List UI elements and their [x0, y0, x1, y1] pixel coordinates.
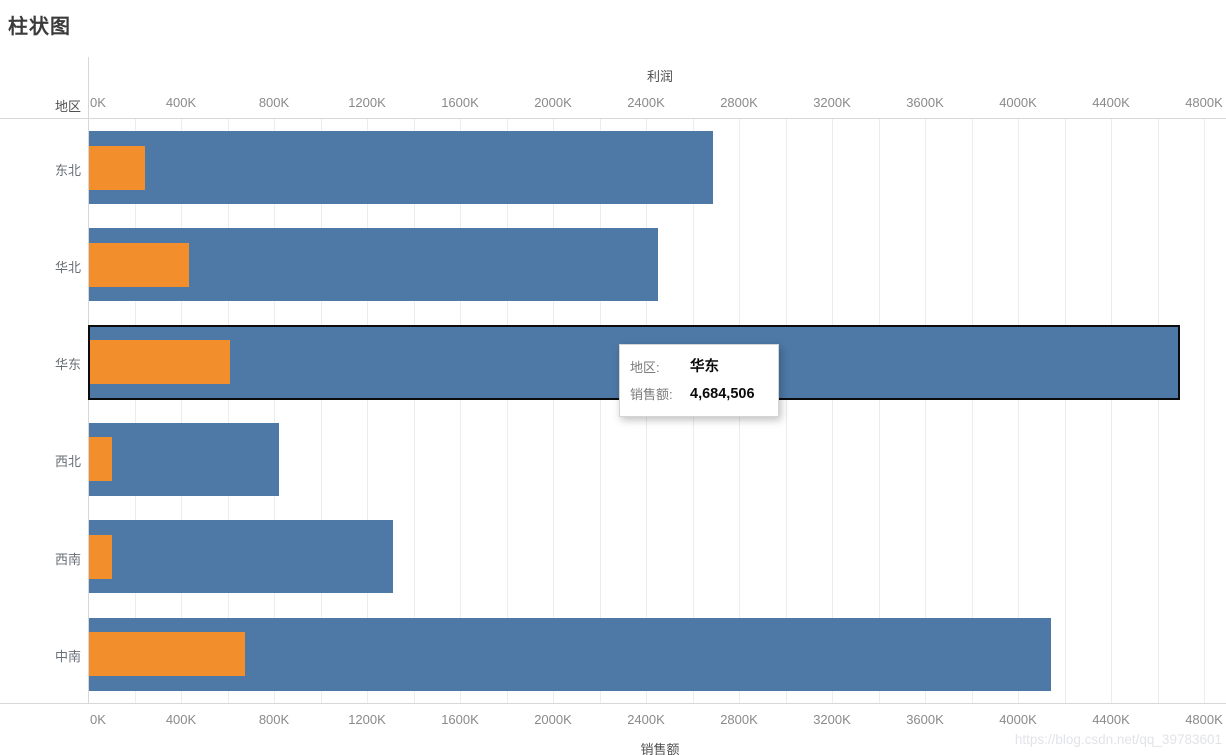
- gridline: [878, 118, 880, 703]
- category-label-西北[interactable]: 西北: [54, 454, 81, 470]
- axis-tick-label: 1600K: [441, 95, 479, 110]
- top-axis-line: [0, 118, 1226, 119]
- axis-tick-label: 1600K: [441, 712, 479, 727]
- axis-tick-label: 2800K: [720, 712, 758, 727]
- row-header-label[interactable]: 地区: [54, 99, 81, 114]
- axis-tick-label: 3600K: [906, 95, 944, 110]
- axis-tick-label: 3600K: [906, 712, 944, 727]
- axis-tick-label: 2800K: [720, 95, 758, 110]
- gridline: [971, 118, 973, 703]
- bottom-axis-line: [0, 703, 1226, 704]
- gridline: [134, 118, 136, 703]
- axis-tick-label: 4800K: [1185, 712, 1223, 727]
- tooltip: 地区: 华东 销售额: 4,684,506: [619, 344, 779, 417]
- gridline: [1018, 118, 1019, 703]
- axis-tick-label: 4800K: [1185, 95, 1223, 110]
- axis-tick-label: 400K: [165, 95, 197, 110]
- axis-tick-label: 0K: [90, 712, 106, 727]
- gridline: [227, 118, 229, 703]
- tooltip-row-region: 地区: 华东: [630, 354, 766, 381]
- gridline: [367, 118, 368, 703]
- tooltip-value-region: 华东: [690, 359, 719, 375]
- axis-tick-label: 800K: [258, 95, 290, 110]
- gridline: [785, 118, 787, 703]
- gridline: [506, 118, 508, 703]
- axis-tick-label: 800K: [258, 712, 290, 727]
- tooltip-row-sales: 销售额: 4,684,506: [630, 381, 766, 408]
- axis-tick-label: 0K: [90, 95, 106, 110]
- gridline: [1064, 118, 1066, 703]
- axis-tick-label: 3200K: [813, 95, 851, 110]
- top-axis-title: 利润: [646, 69, 673, 84]
- axis-tick-label: 2400K: [627, 95, 665, 110]
- gridline: [832, 118, 833, 703]
- watermark-text: https://blog.csdn.net/qq_39783601: [1014, 732, 1222, 747]
- axis-tick-label: 2000K: [534, 95, 572, 110]
- gridline: [1157, 118, 1159, 703]
- category-label-中南[interactable]: 中南: [54, 649, 81, 664]
- gridline: [1111, 118, 1112, 703]
- gridline: [413, 118, 415, 703]
- chart-title: 柱状图: [8, 16, 71, 38]
- sales-bar-东北[interactable]: [89, 131, 713, 204]
- sales-bar-西南[interactable]: [89, 520, 393, 594]
- axis-tick-label: 2400K: [627, 712, 665, 727]
- category-label-西南[interactable]: 西南: [54, 551, 81, 567]
- gridline: [1204, 118, 1205, 703]
- bottom-axis-title: 销售额: [640, 742, 680, 755]
- profit-bar-华东[interactable]: [89, 340, 230, 385]
- axis-tick-label: 3200K: [813, 712, 851, 727]
- gridline: [599, 118, 601, 703]
- axis-tick-label: 1200K: [348, 712, 386, 727]
- axis-tick-label: 4400K: [1092, 712, 1130, 727]
- axis-tick-label: 1200K: [348, 95, 386, 110]
- tooltip-key-sales: 销售额:: [630, 387, 673, 402]
- axis-tick-label: 4000K: [999, 712, 1037, 727]
- tooltip-value-sales: 4,684,506: [690, 386, 755, 402]
- axis-tick-label: 4400K: [1092, 95, 1130, 110]
- tooltip-key-region: 地区:: [630, 360, 660, 375]
- profit-bar-西南[interactable]: [89, 534, 112, 579]
- gridline: [925, 118, 926, 703]
- category-label-东北[interactable]: 东北: [54, 162, 81, 178]
- profit-bar-东北[interactable]: [89, 145, 145, 190]
- gridline: [181, 118, 182, 703]
- category-label-华东[interactable]: 华东: [54, 357, 81, 373]
- profit-bar-西北[interactable]: [89, 437, 112, 482]
- gridline: [274, 118, 275, 703]
- sales-bar-西北[interactable]: [89, 422, 279, 496]
- category-label-华北[interactable]: 华北: [54, 259, 81, 275]
- gridline: [553, 118, 554, 703]
- profit-bar-中南[interactable]: [89, 632, 245, 676]
- axis-tick-label: 4000K: [999, 95, 1037, 110]
- axis-tick-label: 400K: [165, 712, 197, 727]
- sales-bar-中南[interactable]: [89, 617, 1051, 691]
- axis-tick-label: 2000K: [534, 712, 572, 727]
- gridline: [320, 118, 322, 703]
- gridline: [460, 118, 461, 703]
- profit-bar-华北[interactable]: [89, 242, 189, 287]
